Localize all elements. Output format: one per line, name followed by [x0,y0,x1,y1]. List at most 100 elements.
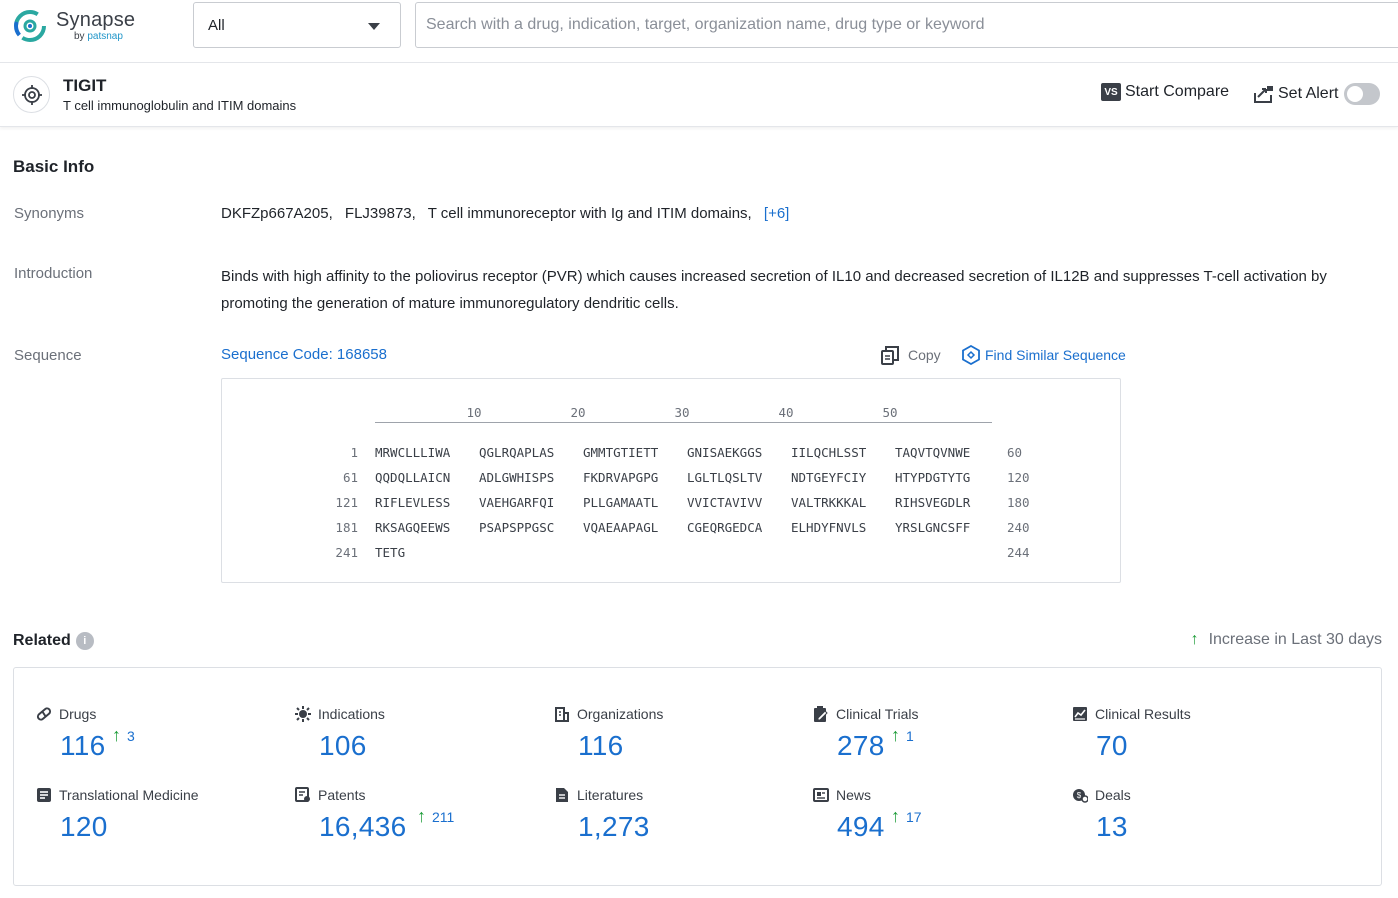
stat-label: Patents [318,787,365,803]
caret-down-icon [368,23,380,30]
sequence-viewer: 10 20 30 40 50 1 MRWCLLLIWAQGLRQAPLASGMM… [221,378,1121,583]
stat-clinical-results[interactable]: Clinical Results 70 [1072,706,1322,776]
compare-vs-icon: VS [1101,83,1121,101]
introduction-text: Binds with high affinity to the poliovir… [221,263,1381,317]
sequence-block: GNISAEKGGS [687,445,791,460]
row-start-index: 181 [302,520,358,535]
sequence-block: VALTRKKKAL [791,495,895,510]
arrow-up-icon: ↑ [112,725,121,746]
target-header: TIGIT T cell immunoglobulin and ITIM dom… [0,63,1398,127]
row-end-index: 120 [1007,470,1030,485]
stat-value: 16,436 [319,811,406,843]
arrow-up-icon: ↑ [1191,631,1199,649]
sequence-block: RKSAGQEEWS [375,520,479,535]
related-title-label: Related [13,632,71,650]
stat-label: Organizations [577,706,663,722]
ruler-tick-label: 40 [766,405,806,420]
stat-increase: ↑3 [112,728,135,746]
translational-icon [36,787,52,803]
start-compare-button[interactable]: VS Start Compare [1101,83,1229,101]
arrow-up-icon: ↑ [891,806,900,827]
stat-label: Drugs [59,706,96,722]
copy-button[interactable]: Copy [880,345,941,365]
clipboard-edit-icon [813,706,829,722]
sequence-block: YRSLGNCSFF [895,520,999,535]
pill-icon [36,706,52,722]
row-start-index: 121 [302,495,358,510]
row-start-index: 241 [302,545,358,560]
arrow-up-icon: ↑ [417,806,426,827]
basic-info-title: Basic Info [13,157,94,177]
sequence-block: ELHDYFNVLS [791,520,895,535]
stat-increase-value: 211 [432,809,454,825]
stat-label: Indications [318,706,385,722]
stat-increase: ↑ 211 [417,809,454,827]
increase-legend: ↑ Increase in Last 30 days [1191,631,1382,649]
sequence-block: RIFLEVLESS [375,495,479,510]
stat-increase-value: 3 [127,728,135,744]
stat-literatures[interactable]: Literatures 1,273 [554,787,804,857]
logo-name: Synapse [56,10,135,30]
synonyms-more-link[interactable]: [+6] [764,205,789,222]
synonym-item: T cell immunoreceptor with Ig and ITIM d… [428,205,752,222]
deals-icon: $ [1072,787,1088,803]
stat-translational-medicine[interactable]: Translational Medicine 120 [36,787,286,857]
stat-increase: ↑17 [891,809,922,827]
synonyms-value: DKFZp667A205, FLJ39873, T cell immunorec… [221,205,789,222]
sequence-block: LGLTLQSLTV [687,470,791,485]
stat-organizations[interactable]: Organizations 116 [554,706,804,776]
sequence-block: HTYPDGTYTG [895,470,999,485]
increase-legend-label: Increase in Last 30 days [1209,631,1382,649]
sequence-block: VAEHGARFQI [479,495,583,510]
sequence-block: GMMTGTIETT [583,445,687,460]
stat-news[interactable]: News 494 ↑17 [813,787,1063,857]
sequence-code-link[interactable]: Sequence Code: 168658 [221,346,387,363]
stat-indications[interactable]: Indications 106 [295,706,545,776]
patent-icon [295,787,311,803]
stat-deals[interactable]: $Deals 13 [1072,787,1322,857]
ruler-line [375,422,992,423]
find-similar-label: Find Similar Sequence [985,347,1126,363]
find-similar-sequence-button[interactable]: Find Similar Sequence [961,345,1126,365]
stat-drugs[interactable]: Drugs 116 ↑3 [36,706,286,776]
sequence-block: VQAEAAPAGL [583,520,687,535]
alert-icon [1254,85,1274,103]
info-icon[interactable]: i [76,632,94,650]
sequence-block: NDTGEYFCIY [791,470,895,485]
target-name: TIGIT [63,76,106,96]
copy-label: Copy [908,347,941,363]
stat-value: 106 [319,730,367,762]
set-alert-control: Set Alert [1254,83,1380,105]
stat-value: 13 [1096,811,1128,843]
hexagon-sequence-icon [961,345,981,365]
sequence-block: MRWCLLLIWA [375,445,479,460]
search-scope-select[interactable]: All [193,2,401,48]
stat-increase-value: 1 [906,728,914,744]
chart-doc-icon [1072,706,1088,722]
stat-value: 116 [60,730,106,762]
synapse-logo[interactable]: Synapse by patsnap [12,8,135,44]
synonyms-label: Synonyms [14,205,84,222]
top-bar: Synapse by patsnap All [0,0,1398,63]
stat-value: 278 [837,730,885,762]
row-end-index: 240 [1007,520,1030,535]
set-alert-toggle[interactable] [1344,83,1380,105]
stat-patents[interactable]: Patents 16,436 ↑ 211 [295,787,545,857]
logo-by: by [74,31,85,42]
ruler-tick-label: 10 [454,405,494,420]
target-full-name: T cell immunoglobulin and ITIM domains [63,98,296,113]
arrow-up-icon: ↑ [891,725,900,746]
stat-label: News [836,787,871,803]
news-icon [813,787,829,803]
stat-clinical-trials[interactable]: Clinical Trials 278 ↑1 [813,706,1063,776]
stat-value: 494 [837,811,885,843]
sequence-block: TETG [375,545,479,560]
target-crosshair-icon [21,84,43,106]
sequence-block: QGLRQAPLAS [479,445,583,460]
sequence-block: VVICTAVIVV [687,495,791,510]
copy-icon [880,345,900,365]
stat-value: 116 [578,730,624,762]
row-start-index: 61 [302,470,358,485]
sequence-block: FKDRVAPGPG [583,470,687,485]
search-input[interactable] [415,2,1398,48]
